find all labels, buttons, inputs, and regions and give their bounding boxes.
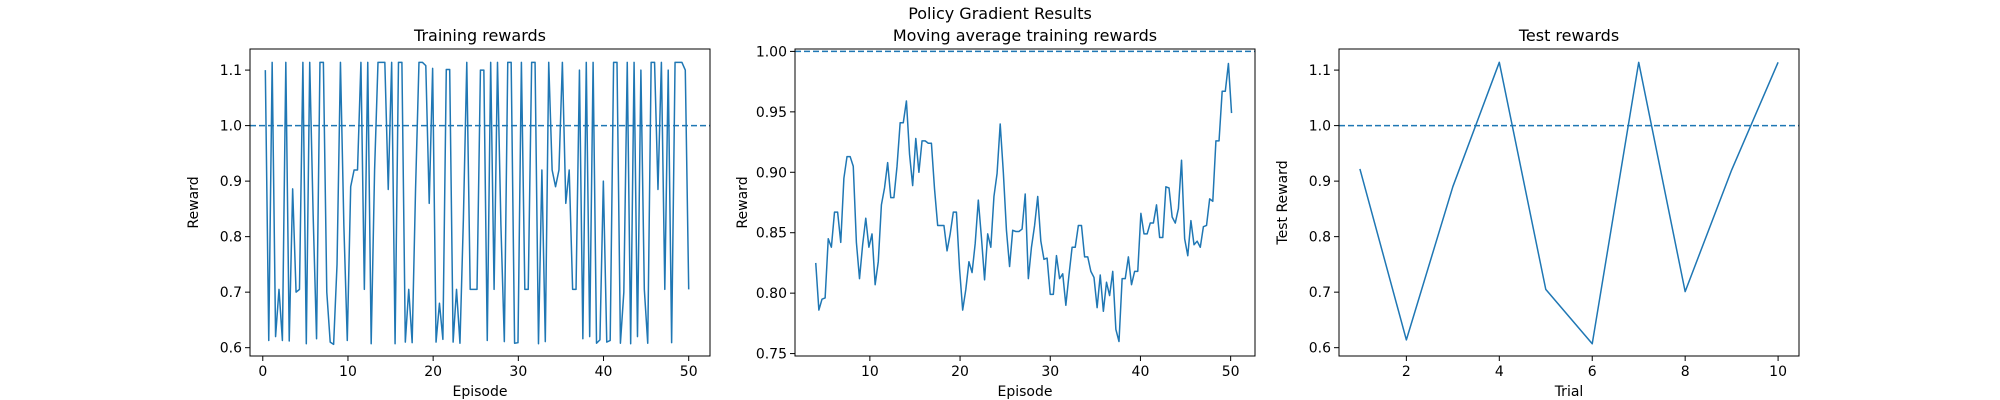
series-line xyxy=(815,62,1233,343)
x-tick-label: 4 xyxy=(1495,364,1504,380)
y-tick-label: 1.1 xyxy=(220,63,242,79)
x-tick-label: 30 xyxy=(509,364,527,380)
y-tick-label: 0.9 xyxy=(220,174,242,190)
y-tick-label: 0.7 xyxy=(1309,285,1331,301)
y-tick-label: 0.85 xyxy=(756,226,787,242)
x-tick-label: 40 xyxy=(595,364,613,380)
x-tick-label: 8 xyxy=(1681,364,1690,380)
x-tick-label: 10 xyxy=(861,364,879,380)
chart-title: Moving average training rewards xyxy=(893,26,1157,45)
y-tick-label: 0.6 xyxy=(220,341,242,357)
x-tick-label: 50 xyxy=(680,364,698,380)
x-tick-label: 2 xyxy=(1402,364,1411,380)
x-tick-label: 10 xyxy=(1769,364,1787,380)
x-axis-label: Trial xyxy=(1554,384,1584,400)
y-tick-label: 0.80 xyxy=(756,286,787,302)
chart-panel-3: Test rewards 2 4 6 8 10 0.6 0.7 0.8 0.9 1.0 1.1 Tria… xyxy=(1275,26,1800,400)
x-tick-label: 10 xyxy=(339,364,357,380)
y-tick-label: 0.8 xyxy=(1309,230,1331,246)
chart-title: Training rewards xyxy=(413,26,546,45)
y-tick-label: 0.7 xyxy=(220,285,242,301)
y-tick-label: 1.1 xyxy=(1309,63,1331,79)
chart-panel-2: Moving average training rewards 10 20 30 40 5… xyxy=(735,26,1256,400)
x-tick-label: 0 xyxy=(258,364,267,380)
x-tick-label: 40 xyxy=(1132,364,1150,380)
x-tick-label: 6 xyxy=(1588,364,1597,380)
plot-frame xyxy=(794,48,1256,357)
x-axis-label: Episode xyxy=(998,384,1053,400)
x-tick-label: 30 xyxy=(1041,364,1059,380)
y-tick-label: 1.0 xyxy=(1309,119,1331,135)
x-tick-label: 20 xyxy=(424,364,442,380)
chart-title: Test rewards xyxy=(1518,26,1619,45)
series-line xyxy=(1359,61,1779,345)
figure-suptitle: Policy Gradient Results xyxy=(908,4,1092,23)
chart-panel-1: Training rewards 0 10 20 30 40 50 0.6 0.7 0.8 0.9 1… xyxy=(186,26,711,400)
x-tick-label: 20 xyxy=(951,364,969,380)
y-tick-label: 1.00 xyxy=(756,44,787,60)
series-line xyxy=(264,61,690,346)
y-axis-label: Reward xyxy=(735,176,751,228)
plot-frame xyxy=(1338,48,1800,357)
y-axis-label: Reward xyxy=(186,176,202,228)
y-tick-label: 0.95 xyxy=(756,105,787,121)
y-tick-label: 0.90 xyxy=(756,165,787,181)
y-tick-label: 1.0 xyxy=(220,119,242,135)
x-tick-label: 50 xyxy=(1222,364,1240,380)
plot-frame xyxy=(249,48,711,357)
y-tick-label: 0.9 xyxy=(1309,174,1331,190)
y-axis-label: Test Reward xyxy=(1275,160,1291,245)
y-tick-label: 0.75 xyxy=(756,347,787,363)
y-tick-label: 0.8 xyxy=(220,230,242,246)
x-axis-label: Episode xyxy=(453,384,508,400)
y-tick-label: 0.6 xyxy=(1309,341,1331,357)
